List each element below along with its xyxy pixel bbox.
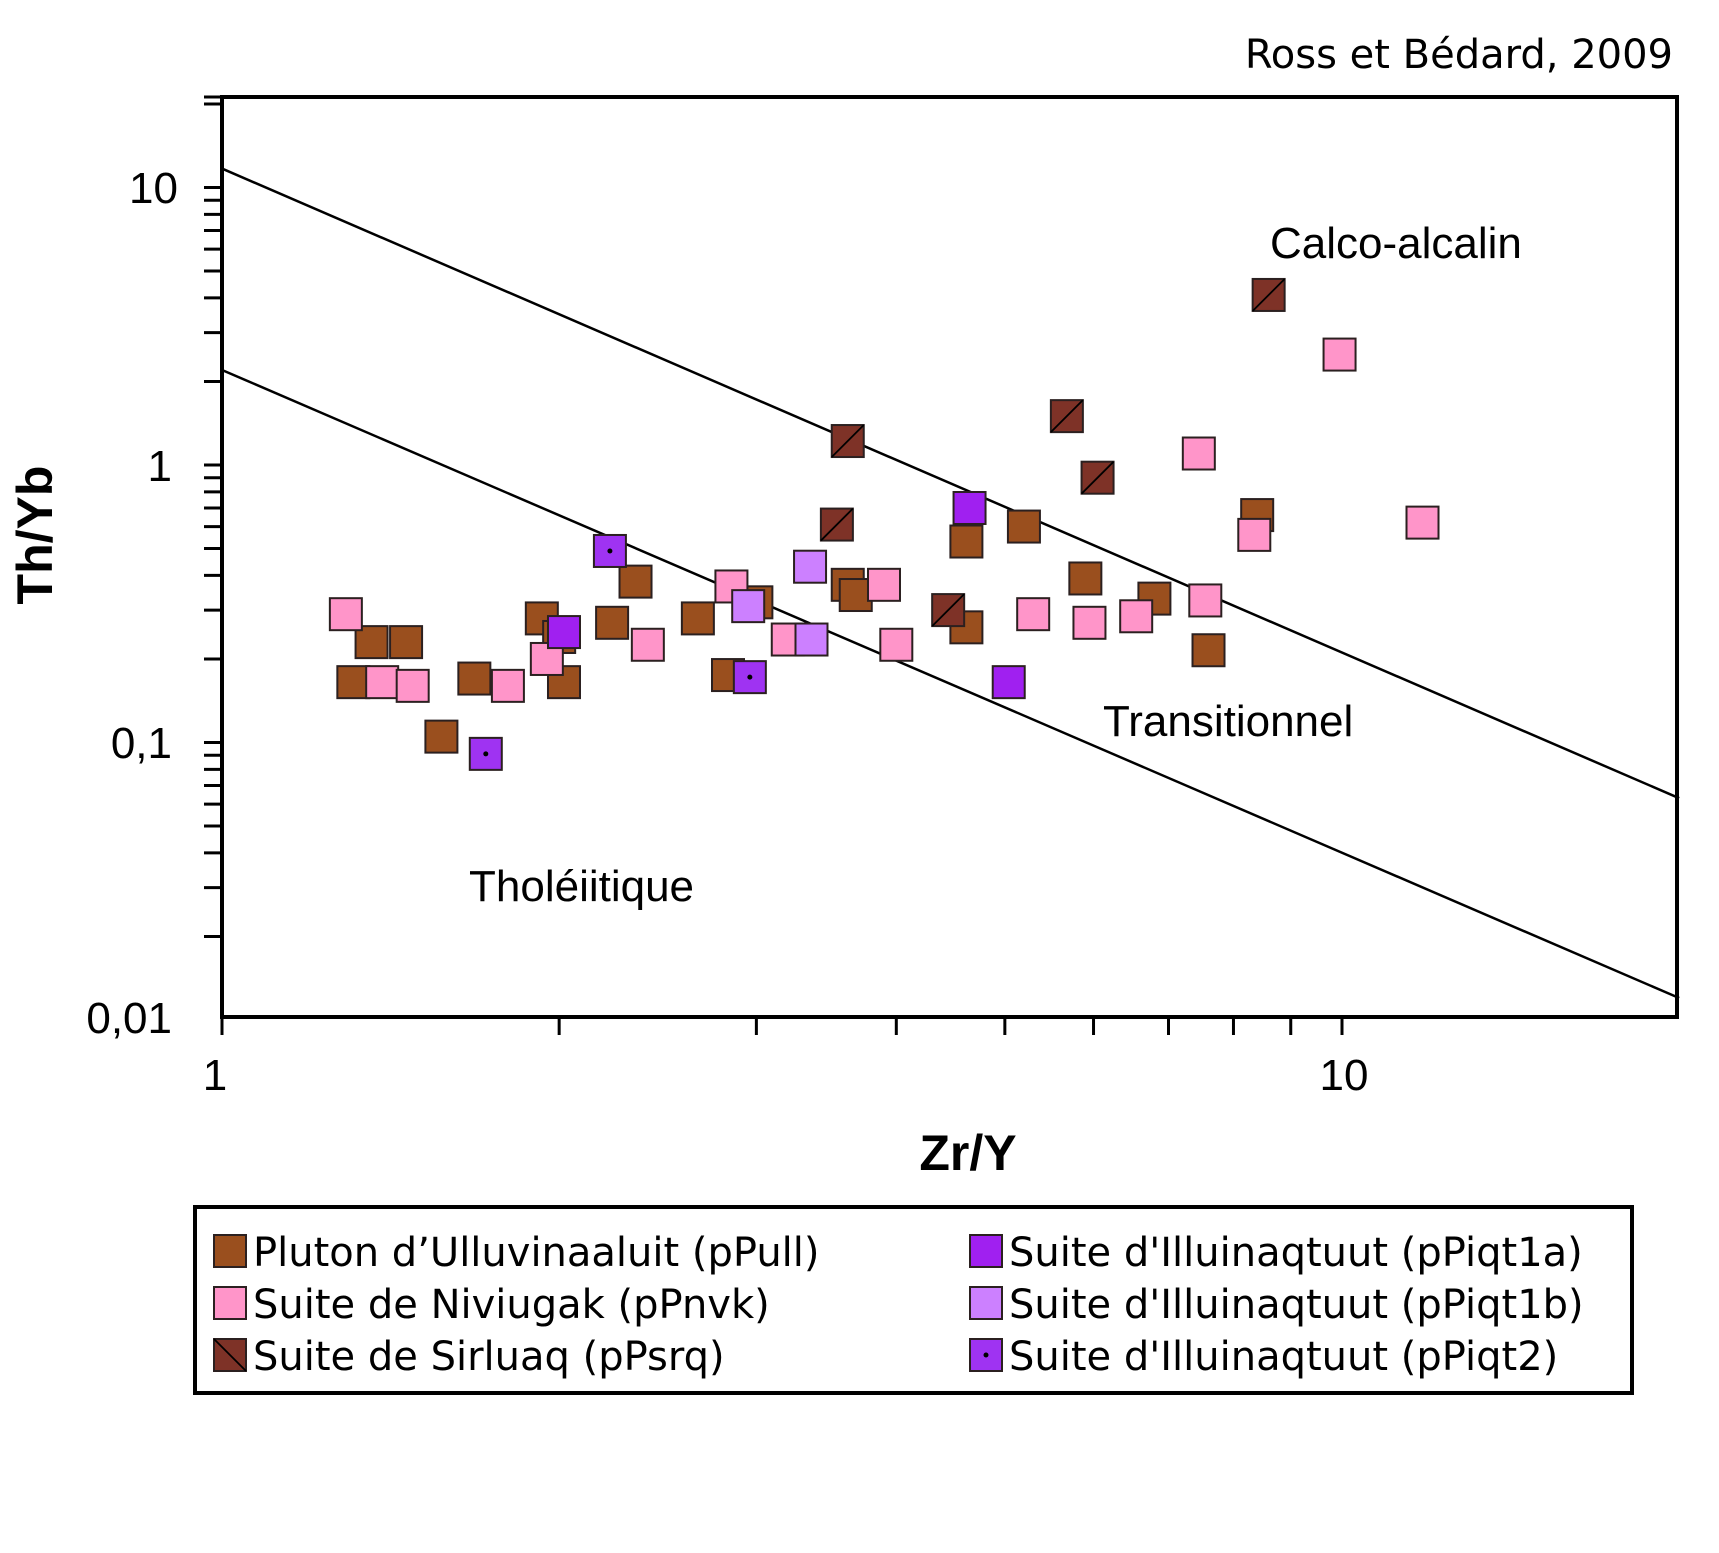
data-point-series-1 xyxy=(365,665,400,700)
data-point-series-1 xyxy=(1181,436,1216,471)
y-axis-title: Th/Yb xyxy=(7,466,63,605)
x-axis-title: Zr/Y xyxy=(919,1125,1016,1181)
data-point-series-0 xyxy=(336,665,371,700)
y-axis-ticks xyxy=(204,95,222,938)
data-point-series-1 xyxy=(395,668,430,703)
data-point-series-0 xyxy=(680,601,715,636)
data-point-series-1 xyxy=(1237,517,1272,552)
data-point-series-1 xyxy=(1072,605,1107,640)
data-point-series-1 xyxy=(490,668,525,703)
data-point-series-0 xyxy=(457,661,492,696)
legend-swatch-4 xyxy=(969,1286,1003,1320)
data-point-series-5 xyxy=(592,533,627,568)
y-tick-label-0.1: 0,1 xyxy=(111,719,172,768)
data-point-series-0 xyxy=(838,578,873,613)
data-point-series-1 xyxy=(1405,505,1440,540)
legend-swatch-1 xyxy=(213,1286,247,1320)
data-point-series-4 xyxy=(794,622,829,657)
data-point-series-0 xyxy=(949,610,984,645)
x-tick-label-1: 1 xyxy=(203,1051,227,1100)
data-point-series-0 xyxy=(595,605,630,640)
data-point-series-2 xyxy=(819,507,854,542)
data-point-series-0 xyxy=(389,625,424,660)
data-point-series-0 xyxy=(1006,509,1041,544)
data-point-series-0 xyxy=(1068,561,1103,596)
data-point-series-1 xyxy=(1119,599,1154,634)
data-point-series-1 xyxy=(1322,337,1357,372)
x-axis-ticks xyxy=(220,1017,1344,1035)
data-point-series-1 xyxy=(1016,597,1051,632)
data-point-series-2 xyxy=(931,593,966,628)
data-point-series-4 xyxy=(731,589,766,624)
data-points xyxy=(328,277,1440,771)
data-point-series-0 xyxy=(424,719,459,754)
legend-swatch-2 xyxy=(213,1338,247,1372)
x-tick-label-10: 10 xyxy=(1320,1051,1369,1100)
data-point-series-0 xyxy=(618,564,653,599)
data-point-series-5 xyxy=(732,660,767,695)
legend-swatch-5 xyxy=(969,1338,1003,1372)
y-tick-label-10: 10 xyxy=(129,164,178,213)
legend-label-pPiqt1a: Suite d'Illuinaqtuut (pPiqt1a) xyxy=(1009,1230,1583,1276)
data-point-series-3 xyxy=(952,490,987,525)
legend-label-pPull: Pluton d’Ulluvinaaluit (pPull) xyxy=(253,1230,820,1276)
legend-label-pPiqt1b: Suite d'Illuinaqtuut (pPiqt1b) xyxy=(1009,1282,1584,1328)
legend-frame xyxy=(193,1205,1634,1395)
boundary-lines xyxy=(221,167,1680,1000)
data-point-series-2 xyxy=(830,424,865,459)
data-point-series-4 xyxy=(793,549,828,584)
data-point-series-1 xyxy=(1188,583,1223,618)
region-label-transitionnel: Transitionnel xyxy=(1103,697,1353,746)
data-point-series-1 xyxy=(879,627,914,662)
data-point-series-0 xyxy=(354,625,389,660)
legend-swatch-0 xyxy=(213,1234,247,1268)
data-point-series-1 xyxy=(866,567,901,602)
y-tick-label-1: 1 xyxy=(148,442,172,491)
data-point-series-2 xyxy=(1251,277,1286,312)
legend: Pluton d’Ulluvinaaluit (pPull) Suite de … xyxy=(193,1205,1634,1395)
data-point-series-1 xyxy=(328,597,363,632)
data-point-series-0 xyxy=(1191,633,1226,668)
data-point-series-1 xyxy=(630,627,665,662)
data-point-series-5 xyxy=(468,736,503,771)
boundary-line-calc-alkaline-transitional xyxy=(221,167,1680,800)
region-label-tholeiitique: Tholéiitique xyxy=(469,862,694,911)
data-point-series-2 xyxy=(1049,399,1084,434)
data-point-series-3 xyxy=(991,665,1026,700)
y-tick-label-0.01: 0,01 xyxy=(86,994,172,1043)
legend-label-pPsrq: Suite de Sirluaq (pPsrq) xyxy=(253,1334,725,1380)
credit-text: Ross et Bédard, 2009 xyxy=(1245,32,1673,78)
boundary-line-transitional-tholeiitic xyxy=(221,368,1680,1000)
legend-label-pPnvk: Suite de Niviugak (pPnvk) xyxy=(253,1282,770,1328)
legend-label-pPiqt2: Suite d'Illuinaqtuut (pPiqt2) xyxy=(1009,1334,1558,1380)
data-point-series-0 xyxy=(949,524,984,559)
legend-swatch-3 xyxy=(969,1234,1003,1268)
data-point-series-3 xyxy=(546,615,581,650)
plot-frame xyxy=(220,95,1679,1019)
data-point-series-2 xyxy=(1080,460,1115,495)
region-label-calco-alcalin: Calco-alcalin xyxy=(1270,219,1522,268)
